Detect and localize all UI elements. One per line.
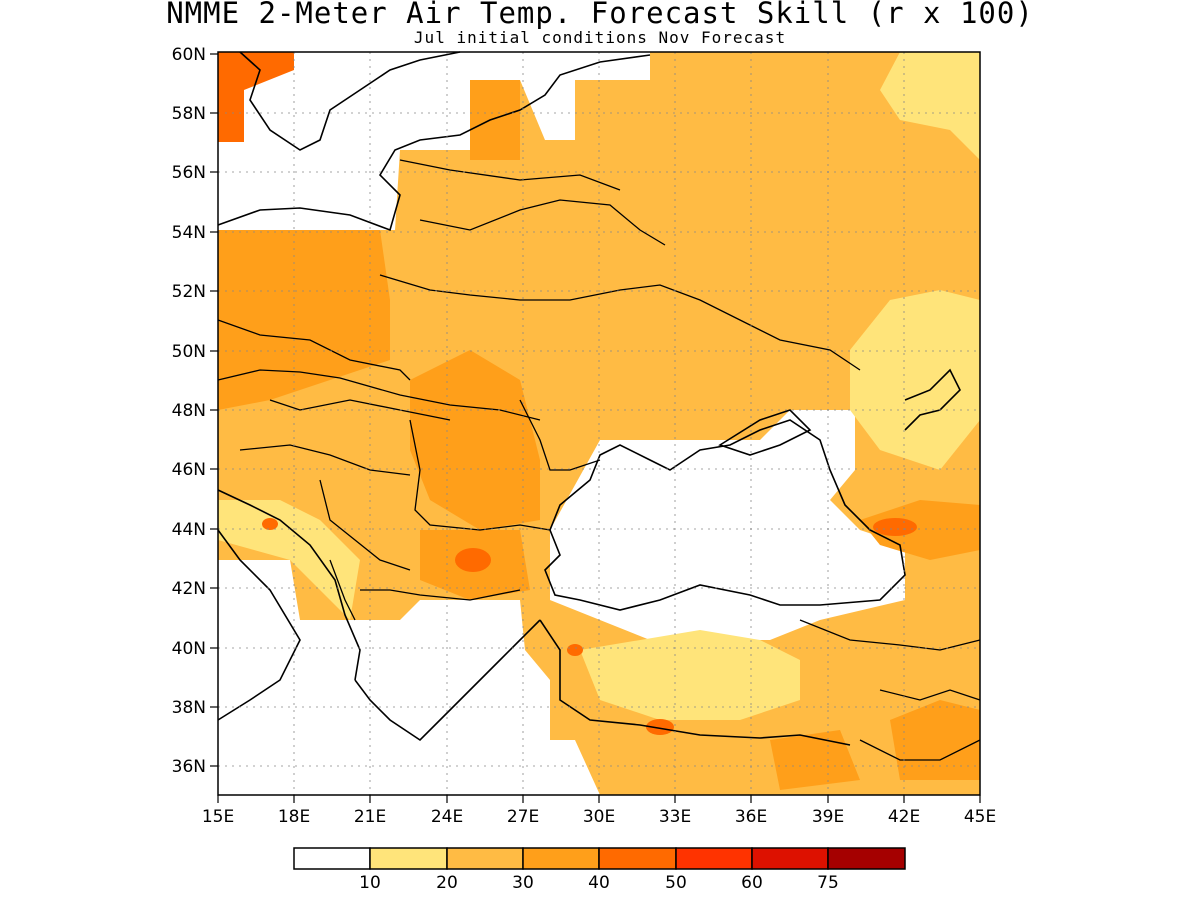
lon-label: 27E xyxy=(507,807,539,827)
caspian-coast xyxy=(904,368,961,431)
central-europe-orange xyxy=(218,230,390,410)
lon-label: 45E xyxy=(964,807,996,827)
legend-swatch xyxy=(751,847,829,870)
lat-label: 42N xyxy=(172,579,206,599)
legend-swatch xyxy=(675,847,753,870)
lon-label: 30E xyxy=(583,807,615,827)
lon-label: 24E xyxy=(431,807,463,827)
legend-label: 30 xyxy=(512,873,534,893)
legend-labels: 10 20 30 40 50 60 75 xyxy=(359,873,839,893)
axis-ticks xyxy=(210,53,981,803)
baltic-coast xyxy=(217,54,651,232)
lon-label: 42E xyxy=(888,807,920,827)
anatolia-yellow xyxy=(580,630,800,720)
romania-orange xyxy=(410,350,540,530)
borders xyxy=(217,159,981,761)
lat-label: 36N xyxy=(172,757,206,777)
legend-swatch xyxy=(598,847,677,870)
baltic-orange xyxy=(470,80,520,160)
black-sea-coast xyxy=(544,419,906,611)
border-15 xyxy=(859,739,981,761)
black-sea-white xyxy=(550,410,905,640)
south-turkey-orange xyxy=(770,730,860,790)
lat-label: 58N xyxy=(172,104,206,124)
border-13 xyxy=(799,619,981,651)
legend-swatch xyxy=(827,847,906,870)
top-left-red xyxy=(218,52,294,142)
azov-coast xyxy=(718,409,812,456)
adriatic-hotspot xyxy=(262,518,278,530)
lon-label: 36E xyxy=(735,807,767,827)
legend-swatch xyxy=(522,847,600,870)
lon-label: 39E xyxy=(812,807,844,827)
coastlines xyxy=(217,51,961,746)
lat-label: 48N xyxy=(172,401,206,421)
ne-yellow xyxy=(880,52,980,160)
lat-label: 50N xyxy=(172,342,206,362)
map-subtitle: Jul initial conditions Nov Forecast xyxy=(413,28,787,47)
legend-label: 10 xyxy=(359,873,381,893)
scandinavia-coast xyxy=(239,51,461,151)
lat-labels: 60N 58N 56N 54N 52N 50N 48N 46N 44N 42N … xyxy=(172,45,206,777)
border-12 xyxy=(329,559,356,621)
legend-swatch xyxy=(293,847,371,870)
aegean-white xyxy=(218,560,600,795)
border-9 xyxy=(519,399,601,471)
caucasus-hotspot xyxy=(873,518,917,536)
border-3 xyxy=(379,274,861,371)
border-14 xyxy=(879,689,981,701)
lon-label: 21E xyxy=(354,807,386,827)
bulgaria-hotspot xyxy=(455,548,491,572)
lat-label: 38N xyxy=(172,698,206,718)
lat-label: 44N xyxy=(172,520,206,540)
legend-swatch xyxy=(369,847,448,870)
lon-label: 33E xyxy=(659,807,691,827)
lat-label: 46N xyxy=(172,460,206,480)
border-1 xyxy=(399,159,621,191)
border-7 xyxy=(239,444,411,476)
lat-label: 54N xyxy=(172,223,206,243)
anatolia-hotspot xyxy=(646,719,674,735)
legend-label: 75 xyxy=(817,873,839,893)
legend-label: 20 xyxy=(436,873,458,893)
lat-label: 40N xyxy=(172,639,206,659)
color-legend xyxy=(293,847,906,870)
map-title: NMME 2-Meter Air Temp. Forecast Skill (r… xyxy=(166,0,1034,30)
adriatic-yellow xyxy=(218,500,360,620)
lon-label: 18E xyxy=(278,807,310,827)
lat-label: 52N xyxy=(172,282,206,302)
legend-label: 60 xyxy=(741,873,763,893)
legend-label: 50 xyxy=(665,873,687,893)
border-5 xyxy=(217,369,541,421)
lat-label: 60N xyxy=(172,45,206,65)
east-yellow xyxy=(850,290,980,470)
lat-label: 56N xyxy=(172,163,206,183)
adriatic-coast xyxy=(217,489,361,681)
anatolia-coast xyxy=(539,619,851,746)
border-2 xyxy=(419,199,666,246)
legend-label: 40 xyxy=(588,873,610,893)
border-11 xyxy=(360,589,521,601)
greece-coast xyxy=(354,619,541,742)
gridlines xyxy=(218,52,980,795)
anatolia-hotspot-2 xyxy=(567,644,583,656)
border-10 xyxy=(319,479,411,571)
lon-labels: 15E 18E 21E 24E 27E 30E 33E 36E 39E 42E … xyxy=(202,807,996,827)
border-4 xyxy=(217,319,411,381)
border-8 xyxy=(409,419,551,531)
caucasus-orange xyxy=(860,500,980,560)
legend-swatch xyxy=(446,847,524,870)
border-6 xyxy=(269,399,451,421)
italy-coast xyxy=(217,529,301,721)
lon-label: 15E xyxy=(202,807,234,827)
